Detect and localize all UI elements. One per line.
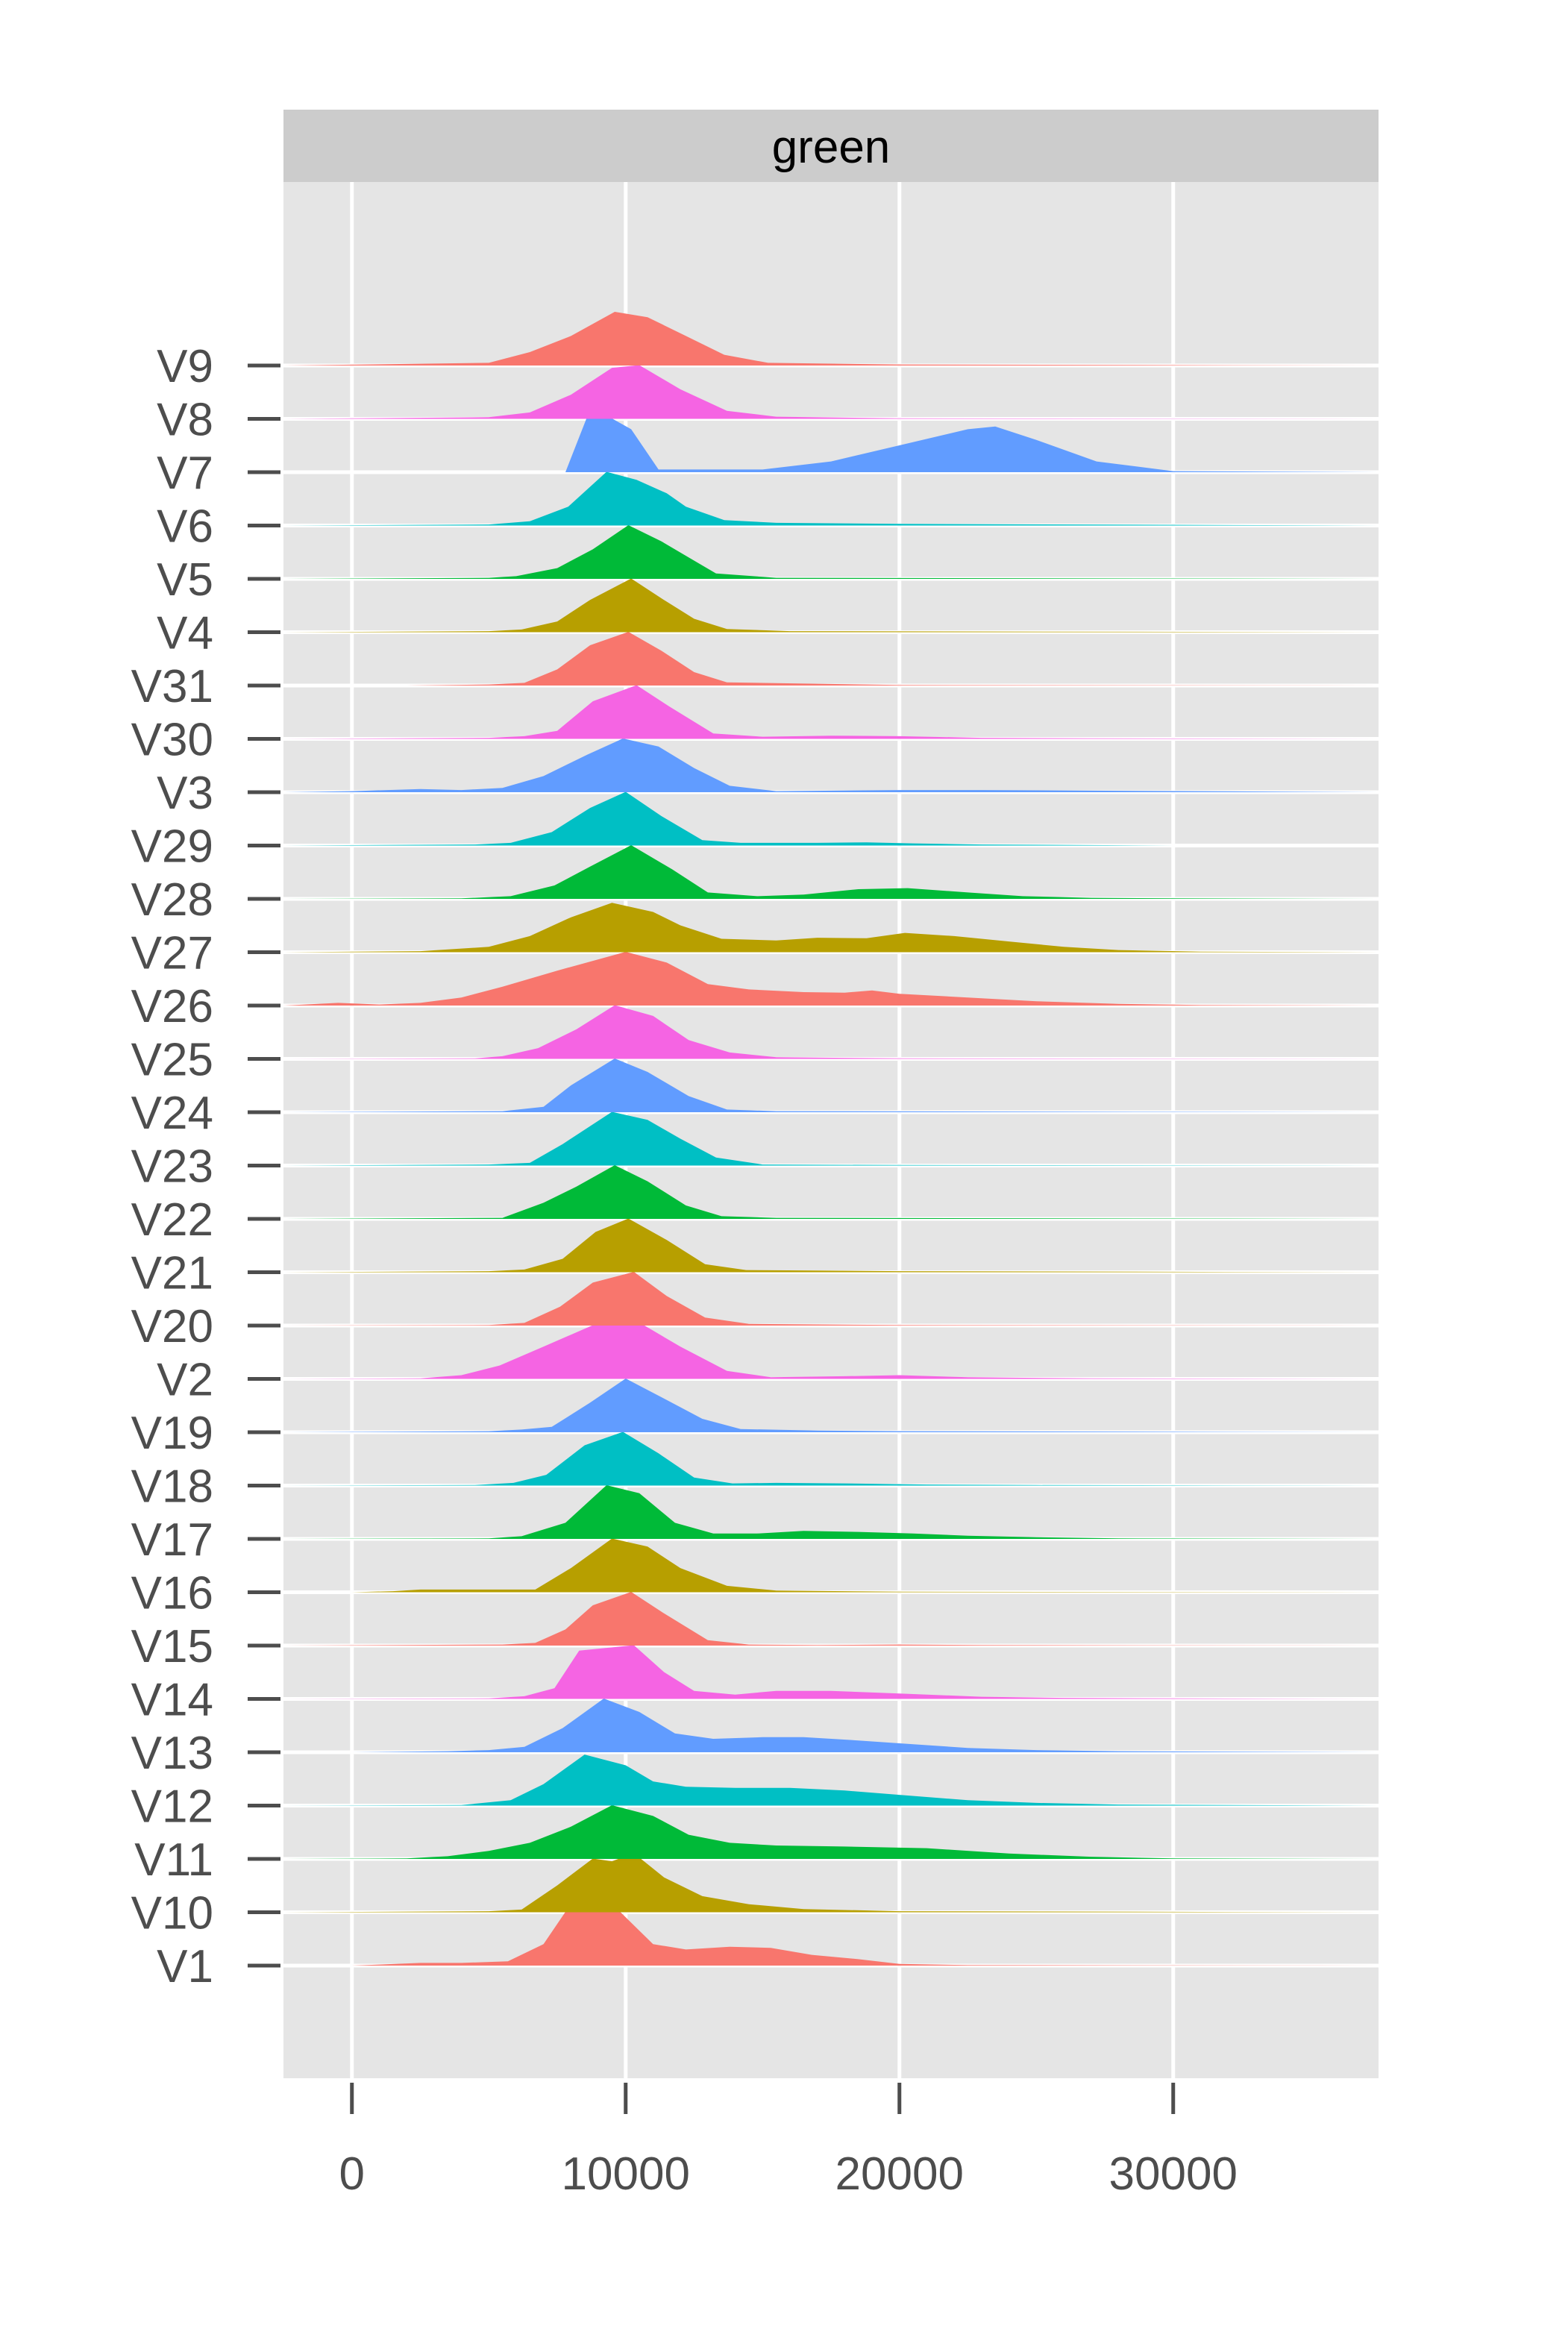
y-tick-label: V2: [157, 1355, 213, 1406]
facet-label: green: [772, 122, 891, 173]
y-tick-label: V28: [131, 874, 213, 926]
y-tick-label: V22: [131, 1194, 213, 1246]
ridge-V2: [283, 1322, 1379, 1379]
ridge-V27: [283, 903, 1379, 953]
y-tick-label: V26: [131, 981, 213, 1032]
ridge-V28: [283, 845, 1379, 899]
y-tick-label: V12: [131, 1781, 213, 1833]
x-tick-label: 30000: [1109, 2148, 1238, 2200]
y-tick-label: V23: [131, 1141, 213, 1193]
ridge-V24: [283, 1059, 1379, 1112]
ridge-V3: [283, 738, 1379, 792]
y-axis: V9V8V7V6V5V4V31V30V3V29V28V27V26V25V24V2…: [131, 341, 280, 1992]
y-tick-label: V15: [131, 1621, 213, 1672]
ridge-V9: [283, 312, 1379, 366]
ridge-V25: [283, 1005, 1379, 1059]
y-tick-label: V27: [131, 928, 213, 979]
ridge-V23: [283, 1111, 1379, 1166]
x-axis: 0 10000 20000 30000: [339, 2083, 1238, 2200]
ridges: [283, 312, 1379, 1966]
ridge-V26: [283, 952, 1379, 1006]
y-tick-label: V17: [131, 1514, 213, 1566]
ridge-V14: [283, 1645, 1379, 1699]
y-tick-label: V6: [157, 501, 213, 553]
y-tick-label: V8: [157, 395, 213, 446]
ridge-V16: [351, 1538, 1379, 1593]
y-tick-label: V25: [131, 1035, 213, 1086]
y-tick-label: V1: [157, 1941, 213, 1992]
x-tick-label: 10000: [562, 2148, 690, 2200]
facet-strip: [283, 110, 1379, 182]
y-tick-label: V31: [131, 661, 213, 712]
ridge-V6: [283, 471, 1379, 526]
ridge-V17: [283, 1485, 1379, 1539]
y-tick-label: V11: [134, 1834, 213, 1886]
ridge-V10: [283, 1853, 1379, 1913]
y-tick-label: V13: [131, 1728, 213, 1779]
ridge-V22: [283, 1165, 1379, 1219]
ridge-V11: [283, 1805, 1379, 1859]
x-tick-label: 0: [339, 2148, 365, 2200]
y-tick-label: V3: [157, 768, 213, 819]
ridge-V1: [351, 1912, 1379, 1966]
y-tick-label: V14: [131, 1675, 213, 1726]
y-tick-label: V10: [131, 1888, 213, 1939]
ridge-V13: [351, 1699, 1379, 1752]
y-tick-label: V30: [131, 715, 213, 766]
y-tick-label: V20: [131, 1301, 213, 1352]
y-tick-label: V21: [131, 1248, 213, 1299]
y-tick-label: V24: [131, 1088, 213, 1139]
y-tick-label: V19: [131, 1408, 213, 1459]
y-tick-label: V9: [157, 341, 213, 392]
ridge-V8: [283, 365, 1379, 419]
ridge-V18: [283, 1431, 1379, 1486]
x-tick-label: 20000: [835, 2148, 964, 2200]
ridge-V7: [565, 402, 1379, 472]
ridge-V20: [283, 1272, 1379, 1326]
y-tick-label: V4: [157, 608, 213, 659]
y-tick-label: V29: [131, 821, 213, 873]
ridge-V29: [283, 791, 1379, 846]
y-tick-label: V16: [131, 1568, 213, 1619]
y-tick-label: V7: [157, 448, 213, 499]
ridge-V12: [283, 1754, 1379, 1806]
panel-background: [283, 182, 1379, 2078]
y-tick-label: V5: [157, 554, 213, 606]
ridge-V31: [407, 632, 1379, 686]
y-tick-label: V18: [131, 1461, 213, 1513]
